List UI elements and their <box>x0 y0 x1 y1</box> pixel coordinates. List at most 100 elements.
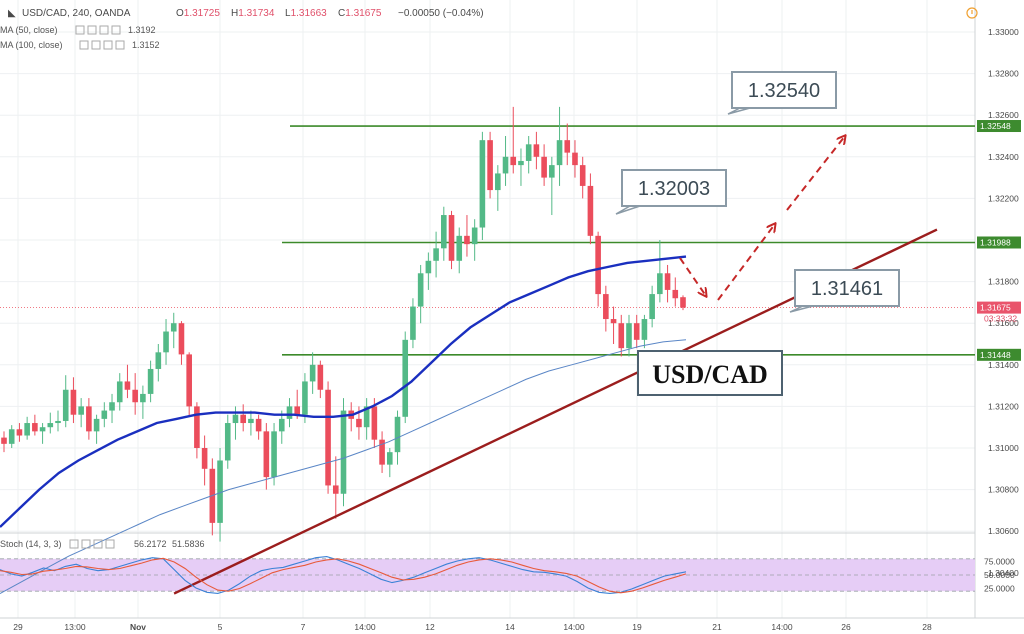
stochastic-pane <box>0 558 975 592</box>
candle-body <box>402 339 409 417</box>
candle-body <box>680 297 686 308</box>
arrow-down-to-trend <box>679 257 706 296</box>
candle-body <box>572 152 578 166</box>
candle-body <box>657 273 663 295</box>
ma50-controls[interactable] <box>75 25 121 35</box>
stoch-axis-label: 75.0000 <box>984 557 1015 567</box>
candle-body <box>672 289 679 299</box>
candle-body <box>618 323 625 349</box>
candle-body <box>502 156 509 174</box>
ma100-label[interactable]: MA (100, close) <box>0 40 63 50</box>
candle-body <box>116 381 123 403</box>
alert-icon[interactable] <box>966 7 978 19</box>
candle-body <box>224 423 231 461</box>
candle-body <box>232 414 239 424</box>
candle-body <box>217 460 223 523</box>
collapse-icon[interactable]: ◣ <box>8 8 16 19</box>
candle-body <box>371 406 378 440</box>
candle-body <box>487 140 493 191</box>
candlestick-series <box>1 106 686 542</box>
candle-body <box>386 452 393 465</box>
candle-body <box>610 319 617 324</box>
x-tick-label: 12 <box>425 622 435 632</box>
price-tag <box>977 301 1021 314</box>
candle-body <box>147 368 154 394</box>
moving-averages <box>0 255 687 595</box>
candle-body <box>525 144 532 161</box>
candle-body <box>70 389 77 415</box>
ma100-line <box>0 339 687 595</box>
candle-body <box>518 160 524 166</box>
candle-body <box>124 381 131 390</box>
ma100-controls[interactable] <box>79 40 125 50</box>
x-tick-label: 28 <box>922 622 932 632</box>
candle-body <box>163 331 169 353</box>
candle-body <box>86 406 92 432</box>
candle-body <box>332 485 339 494</box>
candle-body <box>471 227 478 245</box>
price-tag-label: 1.32548 <box>980 121 1011 131</box>
candle-body <box>170 323 177 332</box>
arrow-up-to-1.3254 <box>786 136 845 211</box>
stoch-controls[interactable] <box>69 539 115 549</box>
candle-body <box>55 420 61 424</box>
candle-body <box>410 306 416 340</box>
chart-header: ◣ USD/CAD, 240, OANDA O1.31725 H1.31734 … <box>0 7 978 50</box>
candle-body <box>39 427 46 432</box>
arrow-up-to-1.3200 <box>717 224 775 301</box>
candle-body <box>579 165 586 186</box>
candle-body <box>317 364 324 390</box>
candle-body <box>93 418 100 432</box>
ma50-value: 1.3192 <box>128 25 156 35</box>
candle-body <box>109 402 115 411</box>
candle-body <box>510 156 517 166</box>
candle-body <box>8 429 15 444</box>
callout-1: 1.32003 <box>615 169 727 215</box>
candle-body <box>302 381 308 415</box>
candle-body <box>541 156 547 178</box>
candle-body <box>78 406 84 415</box>
price-change: −0.00050 (−0.04%) <box>398 8 484 19</box>
candle-body <box>62 389 69 421</box>
candle-body <box>633 323 640 340</box>
ohlc-high: H1.31734 <box>231 8 275 19</box>
x-tick-label: 14:00 <box>563 622 585 632</box>
y-tick-label: 1.32200 <box>988 193 1019 203</box>
symbol-title[interactable]: USD/CAD, 240, OANDA <box>22 8 131 19</box>
candle-body <box>24 423 30 436</box>
candle-body <box>155 352 162 369</box>
candle-body <box>495 173 501 191</box>
ma50-line <box>0 255 687 528</box>
callout-2: 1.31461 <box>789 269 900 313</box>
candle-body <box>340 410 347 494</box>
candle-body <box>271 431 277 478</box>
candle-body <box>641 319 648 340</box>
y-tick-label: 1.32600 <box>988 110 1019 120</box>
callout-0: 1.32540 <box>727 71 837 115</box>
stoch-d-line <box>0 557 687 594</box>
time-axis[interactable]: 29 13:00 Nov 5 7 14:00 12 14 14:00 19 21 14:00 26 28 <box>13 622 932 632</box>
ohlc-close: C1.31675 <box>338 8 382 19</box>
candle-body <box>140 393 146 403</box>
candle-body <box>255 418 262 432</box>
forecast-arrows <box>679 136 845 301</box>
candle-body <box>394 416 401 453</box>
candle-body <box>178 323 185 355</box>
x-tick-label: 26 <box>841 622 851 632</box>
price-tag-label: 1.31448 <box>980 350 1011 360</box>
candle-body <box>325 389 331 486</box>
candle-body <box>248 418 254 424</box>
y-tick-label: 1.32800 <box>988 69 1019 79</box>
candle-body <box>425 260 432 274</box>
price-tag <box>977 348 1021 361</box>
candle-body <box>441 215 447 249</box>
stoch-label[interactable]: Stoch (14, 3, 3) <box>0 539 62 549</box>
price-tag-label: 1.31988 <box>980 237 1011 247</box>
stoch-axis-label: 50.0000 <box>984 570 1015 580</box>
candle-body <box>194 406 200 448</box>
price-tag <box>977 120 1021 133</box>
price-tag <box>977 236 1021 249</box>
candle-body <box>417 273 424 307</box>
ma50-label[interactable]: MA (50, close) <box>0 25 58 35</box>
price-axis[interactable]: 1.330001.328001.326001.324001.322001.320… <box>977 27 1021 594</box>
